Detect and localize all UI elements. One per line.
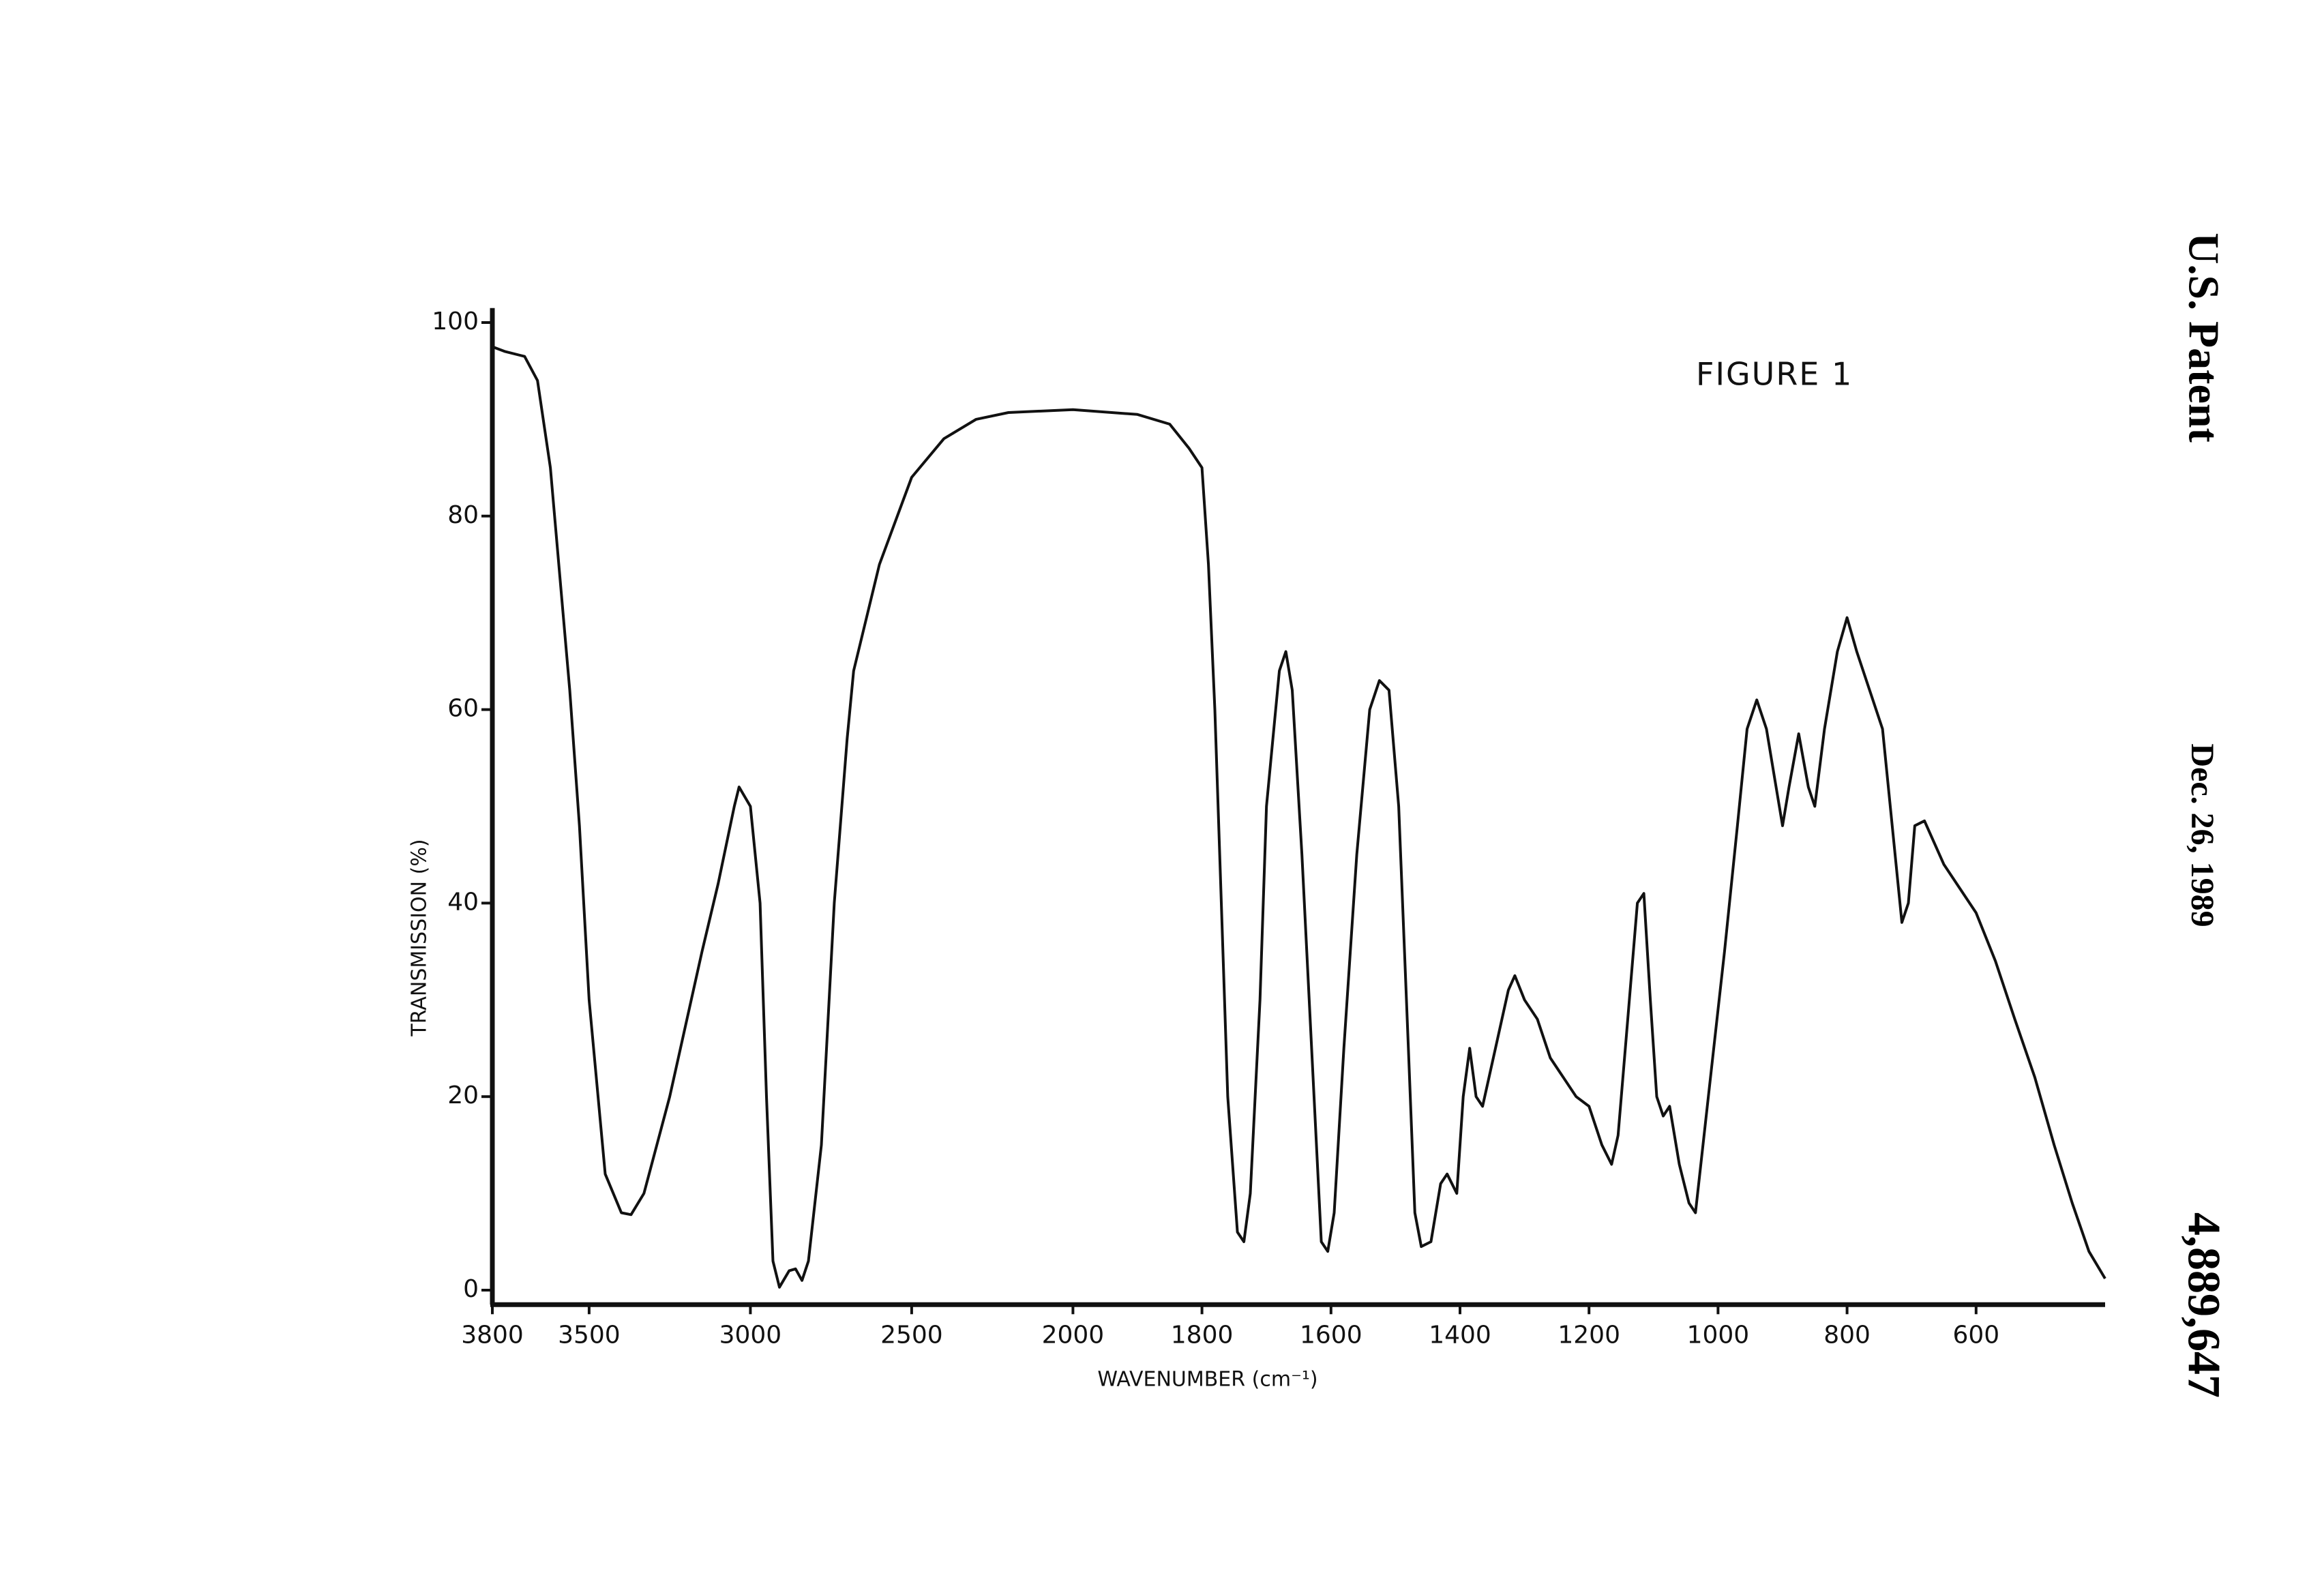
- figure-label: FIGURE 1: [1696, 356, 1853, 393]
- patent-date: Dec. 26, 1989: [2184, 743, 2220, 927]
- x-tick-label: 1600: [1300, 1321, 1362, 1349]
- x-tick-label: 2000: [1042, 1321, 1105, 1349]
- x-axis-title: WAVENUMBER (cm⁻¹): [1097, 1368, 1317, 1392]
- y-tick-label: 20: [447, 1081, 479, 1109]
- y-axis-title: TRANSMISSION (%): [408, 839, 432, 1036]
- x-tick-label: 1400: [1429, 1321, 1491, 1349]
- x-tick-label: 1200: [1558, 1321, 1620, 1349]
- patent-number: 4,889,647: [2178, 1212, 2230, 1398]
- x-tick-label: 600: [1952, 1321, 1999, 1349]
- x-tick-label: 3500: [558, 1321, 621, 1349]
- spectrum-line: [492, 345, 2106, 1289]
- x-tick-label: 2500: [880, 1321, 943, 1349]
- y-tick-label: 60: [447, 695, 479, 723]
- x-tick-label: 800: [1823, 1321, 1871, 1349]
- x-tick-label: 1000: [1687, 1321, 1750, 1349]
- y-tick-label: 80: [447, 501, 479, 529]
- patent-header: U.S. Patent: [2179, 233, 2228, 443]
- x-tick-label: 3000: [719, 1321, 782, 1349]
- y-tick-label: 0: [463, 1275, 479, 1303]
- y-tick-label: 100: [432, 308, 479, 335]
- x-tick-label: 1800: [1171, 1321, 1234, 1349]
- y-tick-label: 40: [447, 888, 479, 916]
- x-tick-label: 3800: [461, 1321, 524, 1349]
